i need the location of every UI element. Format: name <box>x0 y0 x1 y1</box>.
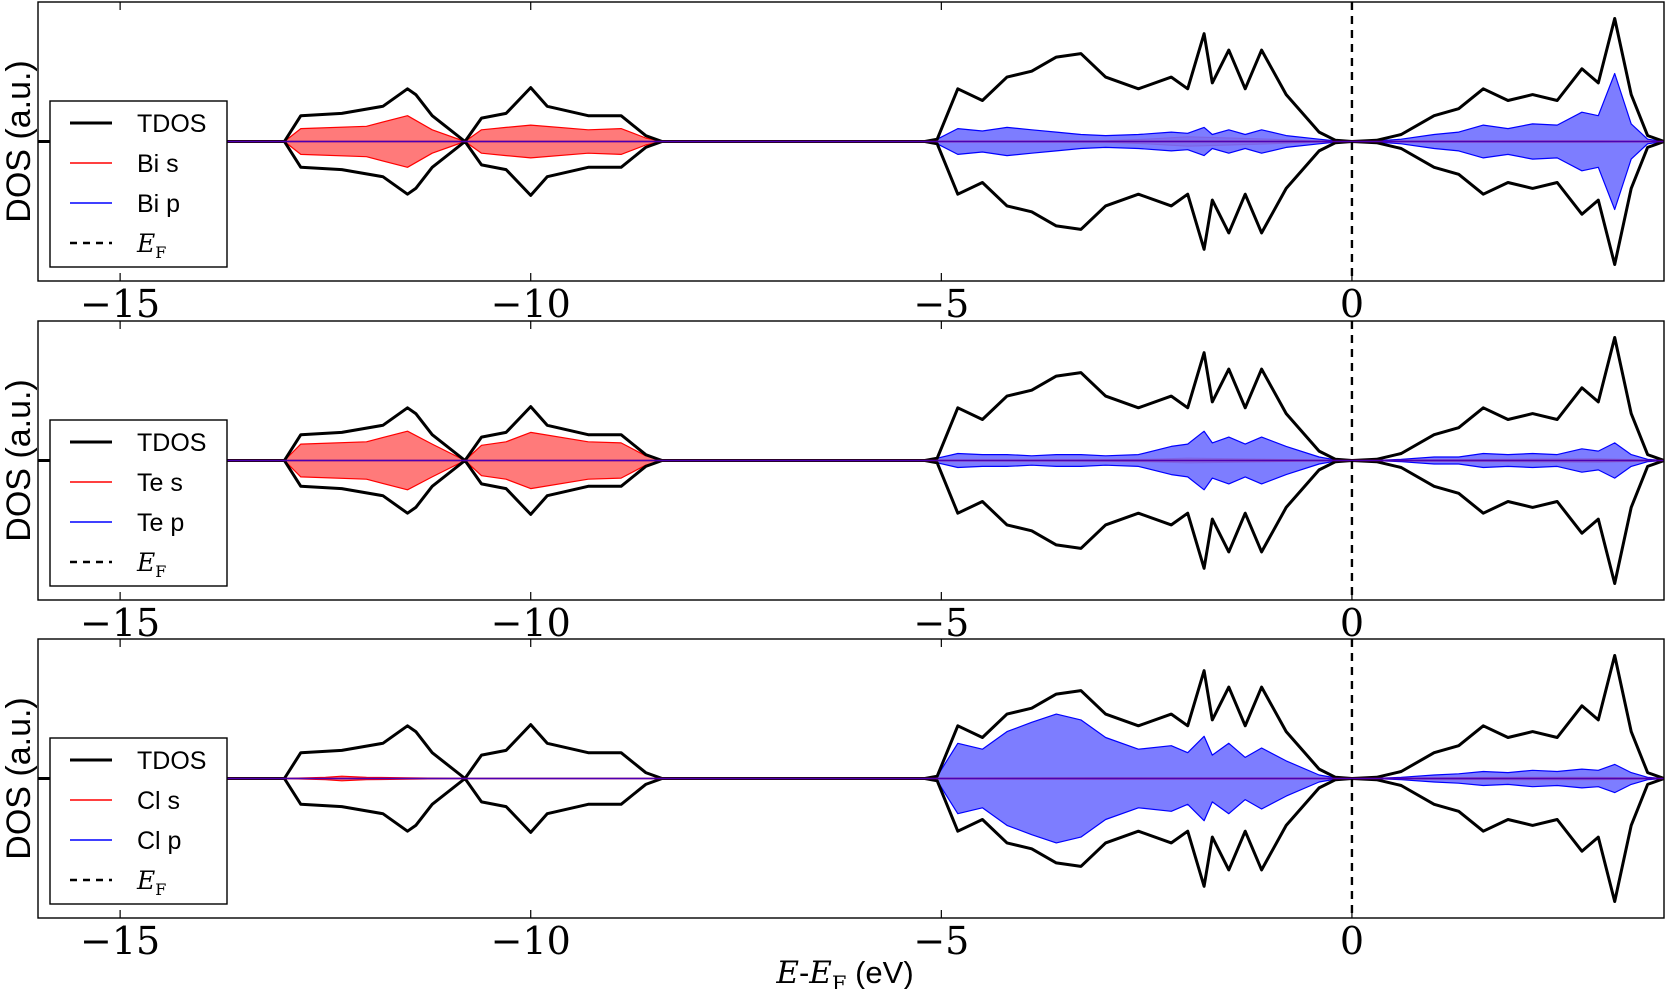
x-axis-title: E-EF (eV) <box>775 955 913 989</box>
y-axis-label: DOS (a.u.) <box>0 60 38 222</box>
legend-label: Te s <box>137 469 183 497</box>
legend-frame <box>49 419 228 587</box>
legend-label: TDOS <box>137 110 206 138</box>
x-tick-label: −10 <box>491 919 571 963</box>
legend-label: Te p <box>137 509 184 537</box>
x-tick-label: −5 <box>913 919 969 963</box>
dos-panel-3: −15 −10 −5 0 DOS (a.u.) TDOS Cl s Cl p EF <box>0 638 1665 963</box>
x-tick-label: 0 <box>1340 282 1364 326</box>
legend-label: TDOS <box>137 429 206 457</box>
te-p-area <box>38 430 1664 491</box>
legend-label: EF <box>136 866 166 899</box>
legend: TDOS Te s Te p EF <box>49 419 228 587</box>
axes-frame <box>37 320 1665 601</box>
x-tick-label: −15 <box>80 919 160 963</box>
x-axis-title-var: E <box>775 955 799 989</box>
legend-label: Cl p <box>137 827 181 855</box>
plot-area <box>38 654 1664 903</box>
x-tick-label: −10 <box>491 601 571 645</box>
x-axis-title-var-2: E <box>808 955 832 989</box>
plot-area <box>38 17 1664 266</box>
x-tick-label: −15 <box>80 282 160 326</box>
legend: TDOS Bi s Bi p EF <box>49 100 228 268</box>
y-axis-label: DOS (a.u.) <box>0 379 38 541</box>
axes-frame <box>37 638 1665 919</box>
legend-label: EF <box>136 548 166 581</box>
legend: TDOS Cl s Cl p EF <box>49 737 228 905</box>
dos-panel-2: −15 −10 −5 0 DOS (a.u.) TDOS Te s Te p EF <box>0 320 1665 645</box>
x-tick-label: −10 <box>491 282 571 326</box>
legend-frame <box>49 100 228 268</box>
x-tick-label: −5 <box>913 601 969 645</box>
dos-panel-1: −15 −10 −5 0 DOS (a.u.) TDOS Bi s Bi p EF <box>0 1 1665 326</box>
x-tick-label: −5 <box>913 282 969 326</box>
legend-label: Bi p <box>137 190 180 218</box>
x-axis-title-subscript: F <box>832 972 847 989</box>
x-tick-label: −15 <box>80 601 160 645</box>
plot-area <box>38 336 1664 585</box>
legend-label: TDOS <box>137 747 206 775</box>
x-tick-label: 0 <box>1340 601 1364 645</box>
x-tick-label: 0 <box>1340 919 1364 963</box>
legend-label: Cl s <box>137 787 180 815</box>
axes-frame <box>37 1 1665 282</box>
legend-label: Bi s <box>137 150 179 178</box>
legend-frame <box>49 737 228 905</box>
y-axis-label: DOS (a.u.) <box>0 697 38 859</box>
legend-label: EF <box>136 229 166 262</box>
